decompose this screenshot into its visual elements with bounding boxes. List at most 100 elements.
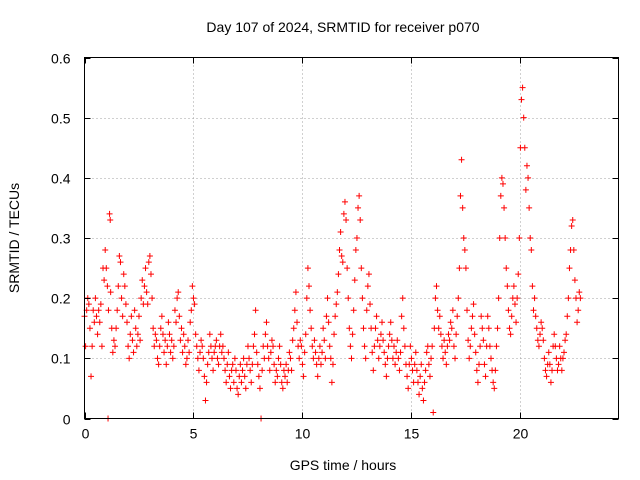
data-point [481, 361, 488, 368]
data-point [134, 331, 141, 338]
data-point [505, 307, 512, 314]
data-point [386, 331, 393, 338]
data-point [373, 313, 380, 320]
data-point [381, 349, 388, 356]
data-point [96, 319, 103, 326]
data-point [294, 319, 301, 326]
data-point [356, 192, 363, 199]
data-point [92, 295, 99, 302]
data-point [348, 355, 355, 362]
data-point [450, 343, 457, 350]
data-point [317, 361, 324, 368]
data-point [426, 373, 433, 380]
data-point [127, 331, 134, 338]
data-point [414, 379, 421, 386]
data-point [411, 361, 418, 368]
y-tick-label: 0.2 [51, 291, 71, 307]
data-point [131, 307, 138, 314]
data-point [499, 180, 506, 187]
data-point [508, 313, 515, 320]
data-point [322, 355, 329, 362]
data-point [90, 307, 97, 314]
data-point [249, 361, 256, 368]
data-point [292, 289, 299, 296]
data-point [360, 325, 367, 332]
data-point [242, 385, 249, 392]
data-point [307, 307, 314, 314]
data-point [501, 204, 508, 211]
data-point [217, 331, 224, 338]
data-point [359, 295, 366, 302]
data-point [551, 331, 558, 338]
data-point [537, 331, 544, 338]
data-point [253, 349, 260, 356]
data-point [243, 361, 250, 368]
data-point [288, 367, 295, 374]
data-point [507, 331, 514, 338]
data-point [231, 355, 238, 362]
data-point [155, 361, 162, 368]
data-point [266, 367, 273, 374]
data-point [484, 313, 491, 320]
data-point [186, 349, 193, 356]
data-point [347, 343, 354, 350]
data-point [113, 325, 120, 332]
data-point [129, 337, 136, 344]
data-point [169, 355, 176, 362]
axis-ticks [84, 57, 619, 420]
data-point [319, 349, 326, 356]
data-point [432, 295, 439, 302]
data-point [98, 343, 105, 350]
data-point [529, 283, 536, 290]
data-point [441, 337, 448, 344]
data-point [236, 373, 243, 380]
data-point [191, 301, 198, 308]
data-point [158, 313, 165, 320]
data-point [244, 343, 251, 350]
data-point [565, 295, 572, 302]
data-point [531, 295, 538, 302]
data-point [456, 265, 463, 272]
data-point [304, 265, 311, 272]
data-point [195, 367, 202, 374]
data-point [473, 367, 480, 374]
data-point [490, 379, 497, 386]
data-point [570, 247, 577, 254]
data-point [287, 355, 294, 362]
chart-title: Day 107 of 2024, SRMTID for receiver p07… [206, 19, 479, 35]
data-point [452, 355, 459, 362]
data-point [183, 355, 190, 362]
data-point [438, 343, 445, 350]
data-point [223, 379, 230, 386]
data-point [321, 337, 328, 344]
data-point [198, 337, 205, 344]
data-point [353, 235, 360, 241]
data-point [291, 307, 298, 314]
data-point [246, 355, 253, 362]
data-point [240, 355, 247, 362]
data-point [329, 361, 336, 368]
data-point [482, 373, 489, 380]
data-point [107, 289, 114, 296]
data-point [278, 379, 285, 386]
data-point [222, 367, 229, 374]
data-point [575, 307, 582, 314]
data-point [547, 379, 554, 386]
data-point [274, 373, 281, 380]
data-point [486, 343, 493, 350]
data-point [301, 349, 308, 356]
data-point [324, 295, 331, 302]
data-point [154, 355, 161, 362]
data-point [377, 331, 384, 338]
data-point [477, 343, 484, 350]
data-point [423, 349, 430, 356]
data-point [130, 349, 137, 356]
data-point [361, 343, 368, 350]
data-point [124, 319, 131, 326]
data-point [435, 325, 442, 332]
data-point [271, 361, 278, 368]
data-point [235, 391, 242, 398]
data-point [187, 319, 194, 326]
data-point [497, 192, 504, 199]
